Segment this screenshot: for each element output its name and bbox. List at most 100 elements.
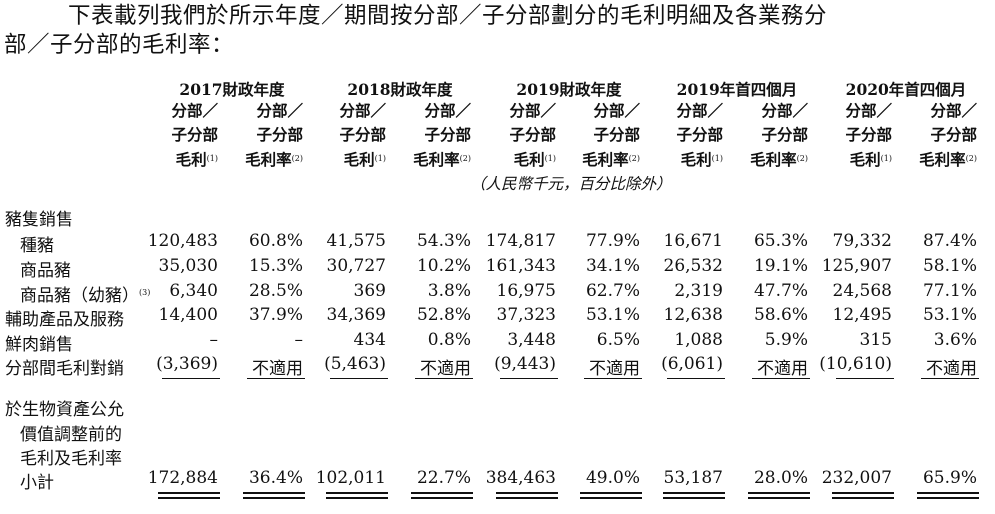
table-cell: 28.5%: [248, 281, 303, 301]
col-header-line: 分部／: [761, 101, 808, 120]
table-cell: –: [294, 330, 304, 350]
table-cell: 16,975: [496, 281, 556, 301]
table-cell: 120,483: [147, 231, 218, 251]
col-header-profit: 分部／ 子分部 毛利(1): [296, 99, 386, 172]
col-header-line: 毛利率(2): [245, 150, 303, 169]
col-header-line: 毛利(1): [513, 150, 556, 169]
table-cell: 60.8%: [248, 231, 303, 251]
col-header-line: 毛利率(2): [413, 150, 471, 169]
table-cell: 不適用: [252, 359, 303, 379]
total-double-rule: [832, 492, 894, 499]
table-cell: 3,448: [507, 330, 556, 350]
table-cell: 77.9%: [585, 231, 640, 251]
total-double-rule: [496, 492, 558, 499]
table-cell: 24,568: [832, 281, 892, 301]
total-cell: 22.7%: [416, 468, 471, 488]
col-header-profit: 分部／ 子分部 毛利(1): [802, 99, 892, 172]
total-double-rule: [243, 492, 305, 499]
table-cell: 34.1%: [585, 256, 640, 276]
col-header-line: 子分部: [339, 125, 386, 144]
section-label: 豬隻銷售: [5, 210, 73, 230]
table-cell: 77.1%: [922, 281, 977, 301]
row-label: 輔助產品及服務: [5, 310, 124, 330]
table-cell: 41,575: [326, 231, 386, 251]
footnote-mark: (1): [880, 154, 892, 163]
total-double-rule: [158, 492, 220, 499]
unit-note: （人民幣千元，百分比除外）: [470, 175, 672, 193]
total-label-line: 於生物資產公允: [5, 400, 124, 420]
footnote-mark: (2): [291, 154, 303, 163]
footnote-mark: (1): [544, 154, 556, 163]
col-header-margin: 分部／ 子分部 毛利率(2): [887, 99, 977, 172]
col-header-line: 毛利(1): [849, 150, 892, 169]
intro-line-2: 部／子分部的毛利率：: [4, 32, 235, 58]
table-cell: 不適用: [589, 359, 640, 379]
table-cell: 19.1%: [753, 256, 808, 276]
table-cell: 161,343: [485, 256, 556, 276]
subtotal-rule: [921, 378, 979, 379]
table-cell: (10,610): [819, 354, 892, 374]
row-label: 商品豬（幼豬）(3): [20, 286, 151, 306]
col-header-line: 分部／: [930, 101, 977, 120]
total-double-rule: [326, 492, 388, 499]
total-double-rule: [748, 492, 810, 499]
table-cell: 174,817: [485, 231, 556, 251]
total-cell: 65.9%: [922, 468, 977, 488]
col-header-line: 分部／: [171, 101, 218, 120]
footnote-mark: (1): [206, 154, 218, 163]
table-cell: 35,030: [158, 256, 218, 276]
col-header-line: 分部／: [424, 101, 471, 120]
table-cell: 434: [353, 330, 386, 350]
col-header-line: 毛利(1): [680, 150, 723, 169]
col-header-line: 子分部: [761, 125, 808, 144]
col-header-line: 分部／: [509, 101, 556, 120]
table-cell: (3,369): [156, 354, 218, 374]
table-cell: 369: [353, 281, 386, 301]
total-cell: 232,007: [821, 468, 892, 488]
row-label: 種豬: [20, 236, 54, 256]
table-cell: 65.3%: [753, 231, 808, 251]
intro-paragraph: 下表載列我們於所示年度／期間按分部／子分部劃分的毛利明細及各業務分 部／子分部的…: [4, 2, 989, 60]
col-header-line: 子分部: [171, 125, 218, 144]
table-cell: 2,319: [674, 281, 723, 301]
table-cell: 37.9%: [248, 305, 303, 325]
total-cell: 28.0%: [753, 468, 808, 488]
col-header-line: 分部／: [339, 101, 386, 120]
col-header-margin: 分部／ 子分部 毛利率(2): [213, 99, 303, 172]
period-header: 2018財政年度: [347, 80, 453, 99]
footnote-mark: (2): [965, 154, 977, 163]
period-header: 2019年首四個月: [676, 80, 798, 99]
intro-line-1: 下表載列我們於所示年度／期間按分部／子分部劃分的毛利明細及各業務分: [68, 3, 828, 29]
table-cell: 15.3%: [248, 256, 303, 276]
table-cell: 53.1%: [585, 305, 640, 325]
period-header: 2020年首四個月: [845, 80, 967, 99]
table-cell: (6,061): [661, 354, 723, 374]
table-cell: 6,340: [169, 281, 218, 301]
subtotal-rule: [584, 378, 642, 379]
total-label-line: 價值調整前的: [20, 425, 122, 445]
footnote-mark: (3): [139, 288, 151, 297]
col-header-line: 毛利(1): [175, 150, 218, 169]
total-cell: 172,884: [147, 468, 218, 488]
table-cell: (5,463): [324, 354, 386, 374]
subtotal-rule: [415, 378, 473, 379]
table-cell: 53.1%: [922, 305, 977, 325]
col-header-line: 子分部: [509, 125, 556, 144]
total-label-line: 毛利及毛利率: [20, 449, 122, 469]
footnote-mark: (2): [796, 154, 808, 163]
table-cell: 62.7%: [585, 281, 640, 301]
table-cell: 6.5%: [596, 330, 640, 350]
col-header-line: 子分部: [256, 125, 303, 144]
footnote-mark: (2): [459, 154, 471, 163]
table-cell: 26,532: [663, 256, 723, 276]
table-cell: 79,332: [832, 231, 892, 251]
col-header-line: 子分部: [845, 125, 892, 144]
row-label: 商品豬: [20, 261, 71, 281]
table-cell: 58.6%: [753, 305, 808, 325]
table-cell: 12,638: [663, 305, 723, 325]
total-label-line: 小計: [20, 473, 54, 493]
col-header-margin: 分部／ 子分部 毛利率(2): [550, 99, 640, 172]
table-cell: 34,369: [326, 305, 386, 325]
col-header-line: 分部／: [676, 101, 723, 120]
table-cell: 14,400: [158, 305, 218, 325]
